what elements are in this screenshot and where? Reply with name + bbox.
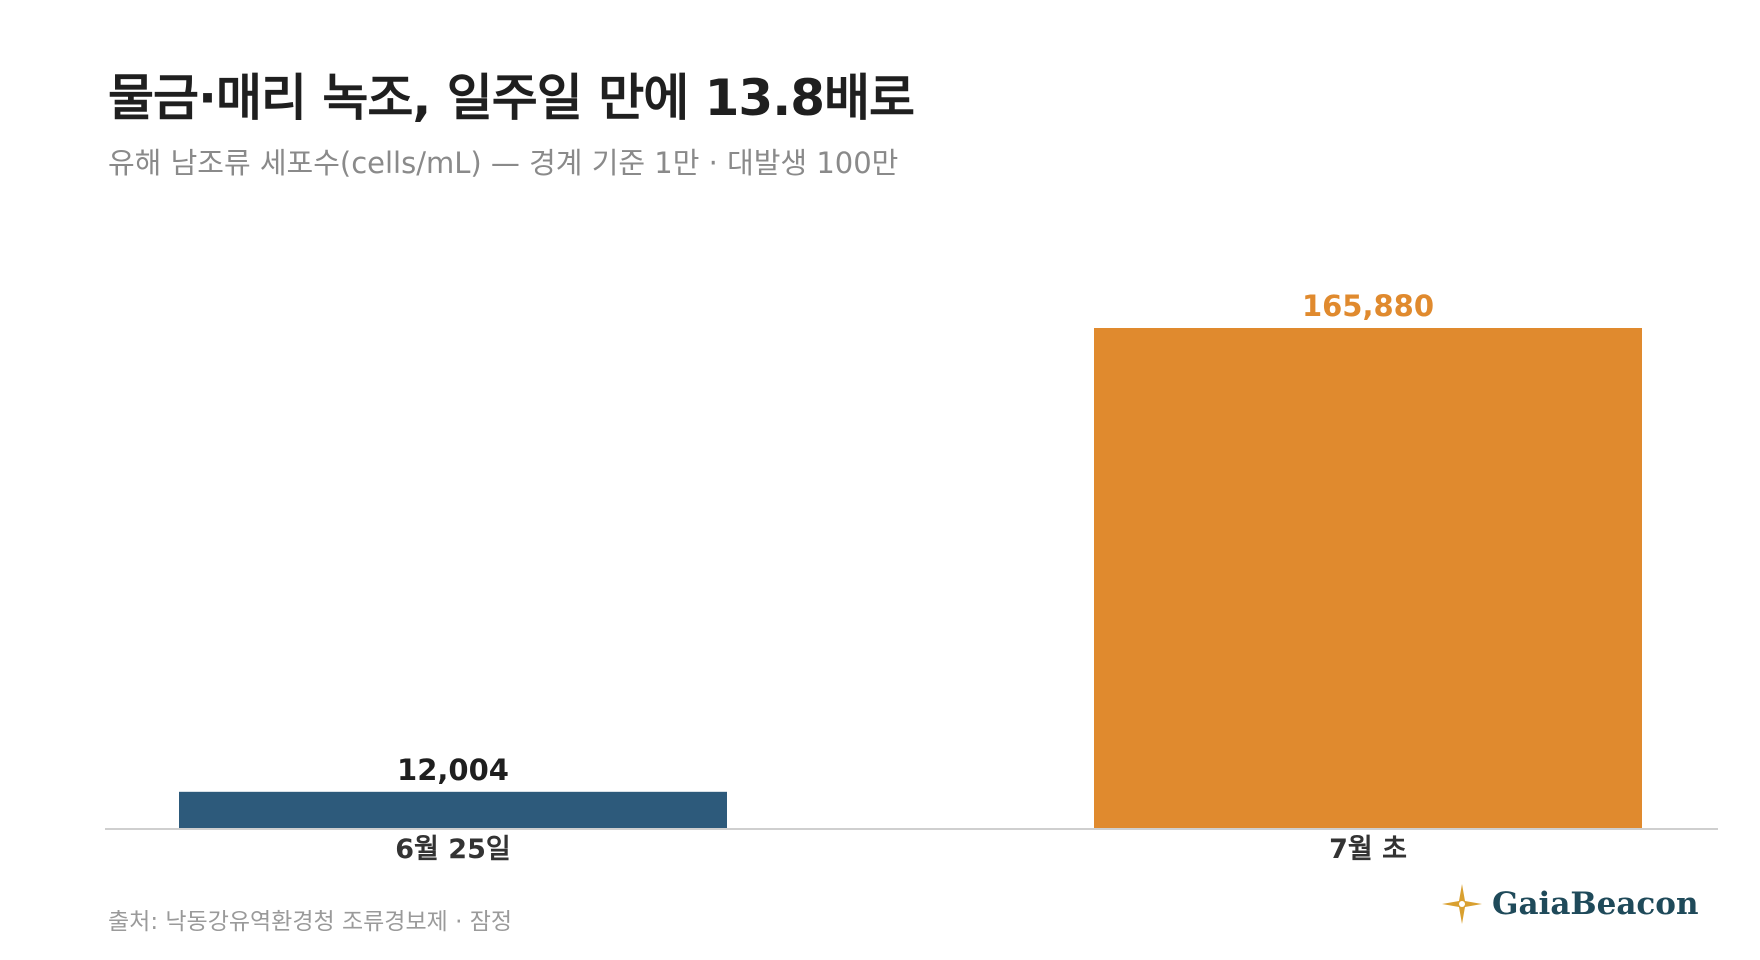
source-note: 출처: 낙동강유역환경청 조류경보제 · 잠정 [108,909,513,935]
compass-star-icon [1442,884,1482,924]
brand-name: GaiaBeacon [1492,886,1699,922]
category-label-2: 7월 초 [1329,834,1407,865]
bar-1 [179,791,727,828]
value-label-2: 165,880 [1302,289,1434,323]
bar-2 [1094,328,1642,828]
chart-title: 물금·매리 녹조, 일주일 만에 13.8배로 [108,69,915,127]
value-label-1: 12,004 [397,753,509,787]
chart-subtitle: 유해 남조류 세포수(cells/mL) — 경계 기준 1만 · 대발생 10… [108,146,899,180]
brand-logo: GaiaBeacon [1440,880,1699,928]
category-label-1: 6월 25일 [395,834,510,865]
